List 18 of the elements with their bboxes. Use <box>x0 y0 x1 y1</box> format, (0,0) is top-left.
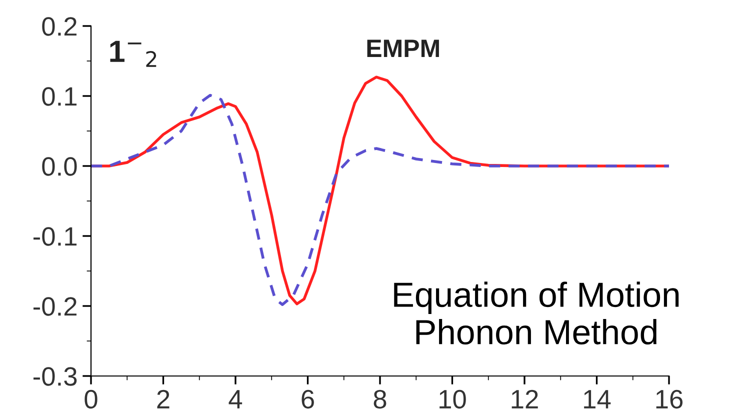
y-tick-label: -0.3 <box>34 367 77 386</box>
y-tick-label: 0.0 <box>42 157 77 176</box>
x-tick-label: 6 <box>302 390 314 409</box>
annotation: EMPM <box>367 40 439 57</box>
y-tick-label: 0.1 <box>42 87 77 106</box>
annotation: Equation of Motion Phonon Method <box>394 282 679 345</box>
x-tick-label: 16 <box>656 390 683 409</box>
y-tick-label: 0.2 <box>42 17 76 36</box>
x-tick-label: 0 <box>84 390 98 409</box>
x-tick-label: 12 <box>512 390 538 408</box>
x-tick-label: 4 <box>228 390 242 408</box>
y-tick-label: -0.1 <box>34 227 77 246</box>
x-tick-label: 2 <box>157 390 170 408</box>
x-tick-label: 8 <box>374 390 386 409</box>
y-tick-label: -0.2 <box>34 297 76 316</box>
annotation: 1$^{−}$$_{2}$ <box>110 40 156 67</box>
x-tick-label: 14 <box>584 390 611 408</box>
x-tick-label: 10 <box>440 390 466 409</box>
